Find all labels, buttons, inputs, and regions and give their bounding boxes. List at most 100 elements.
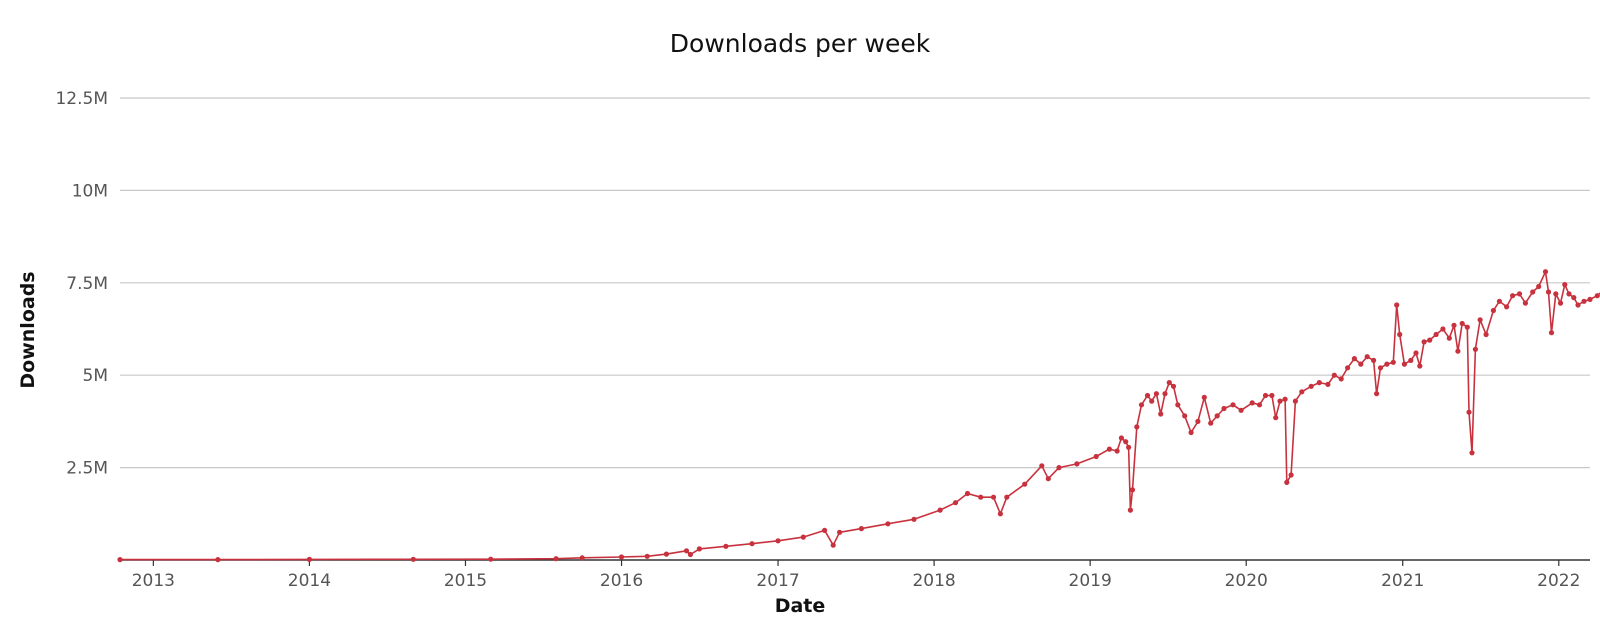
- data-point: [964, 490, 971, 497]
- data-point: [1553, 291, 1559, 297]
- data-point: [663, 551, 670, 557]
- x-tick-label: 2018: [912, 571, 955, 591]
- x-tick-label: 2013: [132, 571, 175, 591]
- y-tick-label: 5M: [83, 366, 108, 386]
- data-point: [117, 557, 123, 563]
- data-point: [1262, 392, 1269, 399]
- data-point: [1249, 400, 1255, 406]
- data-point: [306, 556, 312, 563]
- data-point: [952, 500, 959, 506]
- data-point: [1118, 435, 1124, 441]
- y-axis-ticks: 2.5M 5M 7.5M 10M 12.5M: [55, 89, 108, 479]
- x-tick-label: 2020: [1225, 571, 1268, 591]
- data-point: [1134, 424, 1140, 430]
- data-point: [1581, 298, 1587, 304]
- data-point: [1282, 396, 1288, 402]
- data-point: [1158, 411, 1164, 417]
- data-point: [1256, 402, 1263, 408]
- data-point: [1575, 302, 1581, 308]
- data-point: [1446, 335, 1452, 341]
- data-point: [1195, 418, 1201, 424]
- gridlines: [120, 97, 1590, 469]
- data-point: [1542, 269, 1549, 275]
- data-point: [1221, 405, 1227, 412]
- data-point: [837, 529, 843, 535]
- data-point: [1548, 330, 1555, 336]
- data-point: [1451, 322, 1457, 328]
- data-point: [822, 527, 828, 534]
- data-point: [1464, 324, 1470, 330]
- data-point: [1188, 429, 1194, 436]
- data-point: [1374, 391, 1380, 397]
- data-point: [1371, 357, 1377, 363]
- data-point: [1566, 291, 1572, 297]
- data-point: [1208, 420, 1214, 426]
- data-point: [1022, 481, 1028, 487]
- data-point: [1571, 295, 1577, 301]
- data-point: [1214, 413, 1220, 419]
- data-point: [1401, 361, 1407, 367]
- x-tick-label: 2017: [756, 571, 799, 591]
- data-point: [1587, 296, 1593, 302]
- data-point: [1545, 289, 1552, 295]
- data-point: [1175, 402, 1181, 408]
- data-point: [1331, 372, 1337, 378]
- data-point: [1277, 398, 1283, 404]
- y-tick-label: 12.5M: [55, 89, 108, 109]
- data-point: [1338, 376, 1344, 382]
- series-downloads: [117, 269, 1600, 563]
- data-point: [830, 542, 836, 548]
- data-point: [978, 494, 984, 500]
- data-point: [1138, 402, 1145, 408]
- data-point: [1417, 363, 1423, 369]
- data-point: [1273, 415, 1279, 421]
- x-tick-label: 2014: [288, 571, 331, 591]
- data-point: [553, 556, 559, 562]
- data-point: [997, 511, 1004, 517]
- data-point: [1562, 282, 1568, 288]
- x-axis-ticks: 2013 2014 2015 2016 2017 2018 2019 2020 2021 2022: [132, 560, 1580, 591]
- data-point: [1390, 359, 1396, 365]
- data-point: [1510, 293, 1516, 299]
- data-point: [1182, 413, 1188, 419]
- data-point: [1127, 507, 1133, 513]
- data-point: [885, 521, 891, 527]
- data-point: [1394, 302, 1400, 308]
- data-point: [1093, 453, 1099, 460]
- data-point: [775, 538, 781, 544]
- data-point: [488, 556, 494, 562]
- data-point: [1045, 476, 1051, 482]
- data-point: [1358, 361, 1364, 367]
- data-point: [1504, 304, 1510, 310]
- data-point: [1397, 331, 1403, 338]
- x-tick-label: 2021: [1381, 571, 1424, 591]
- data-point: [1530, 289, 1536, 295]
- data-point: [215, 557, 221, 563]
- data-point: [1351, 356, 1357, 362]
- data-point: [1516, 291, 1523, 297]
- data-point: [1345, 365, 1351, 371]
- y-tick-label: 2.5M: [66, 459, 108, 479]
- data-point: [1421, 339, 1427, 345]
- x-tick-label: 2019: [1069, 571, 1112, 591]
- data-point: [1299, 389, 1305, 395]
- data-point: [1413, 350, 1419, 356]
- data-point: [1472, 346, 1478, 352]
- data-point: [1427, 337, 1433, 343]
- data-point: [1114, 448, 1120, 454]
- data-point: [1469, 450, 1475, 456]
- data-point: [1153, 391, 1159, 397]
- data-point: [858, 526, 865, 532]
- data-point: [800, 534, 806, 540]
- chart-title: Downloads per week: [670, 29, 931, 58]
- data-point: [1129, 487, 1136, 493]
- data-point: [1126, 444, 1132, 450]
- data-point: [1536, 283, 1542, 290]
- data-point: [1466, 409, 1472, 415]
- data-point: [990, 494, 997, 500]
- x-tick-label: 2016: [600, 571, 643, 591]
- data-point: [1490, 307, 1496, 314]
- data-point: [1106, 446, 1112, 452]
- data-point: [1308, 383, 1314, 389]
